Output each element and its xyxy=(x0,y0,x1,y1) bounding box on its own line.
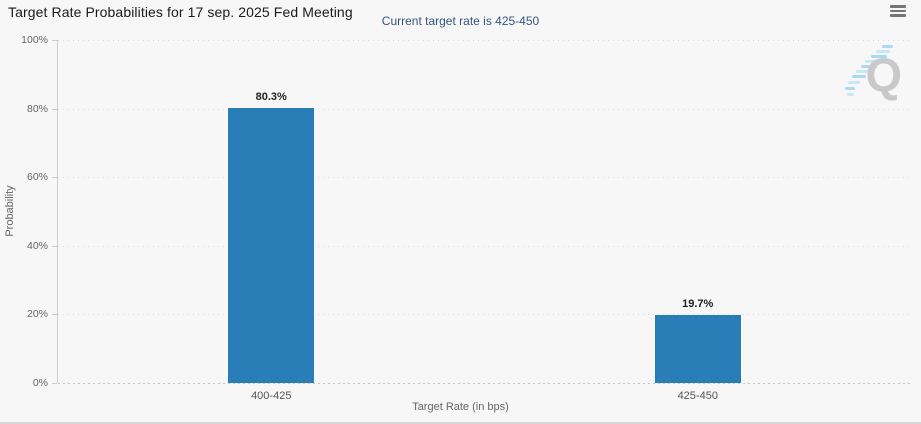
y-gridline xyxy=(58,108,911,110)
x-axis-tick-label: 400-425 xyxy=(251,390,292,402)
y-axis-tick-label: 100% xyxy=(21,34,48,46)
hamburger-icon xyxy=(890,9,906,12)
y-gridline xyxy=(58,40,911,41)
y-gridline xyxy=(58,383,911,384)
chart-subtitle: Current target rate is 425-450 xyxy=(381,14,540,28)
hamburger-icon xyxy=(890,14,906,17)
y-axis-tick xyxy=(52,383,57,384)
y-axis-title: Probability xyxy=(4,185,16,237)
hamburger-menu-button[interactable] xyxy=(890,5,906,19)
y-axis-tick-label: 0% xyxy=(32,377,48,389)
watermark-q-letter: Q xyxy=(865,48,902,101)
probability-bar[interactable] xyxy=(228,107,315,383)
probability-bar[interactable] xyxy=(654,315,741,383)
bar-value-label: 19.7% xyxy=(682,298,714,311)
bar-value-label: 80.3% xyxy=(255,90,287,103)
y-gridline xyxy=(58,177,911,179)
x-axis-tick-label: 425-450 xyxy=(677,390,718,402)
y-axis-tick-label: 80% xyxy=(26,102,48,115)
y-axis-tick-label: 40% xyxy=(26,239,48,252)
y-gridline xyxy=(58,245,911,247)
x-axis-title: Target Rate (in bps) xyxy=(412,401,509,413)
chart-title: Target Rate Probabilities for 17 sep. 20… xyxy=(8,4,353,20)
y-axis-tick xyxy=(52,40,57,41)
y-axis-tick xyxy=(52,108,57,110)
watermark-logo: Q xyxy=(845,45,903,103)
chart-plot-area: 80.3% 400-425 19.7% 425-450 xyxy=(57,40,911,402)
y-axis-tick-label: 20% xyxy=(26,308,48,321)
y-gridline xyxy=(58,314,911,316)
y-axis-tick-label: 60% xyxy=(26,171,48,184)
y-axis-tick xyxy=(52,245,57,247)
hamburger-icon xyxy=(890,5,906,8)
y-axis-tick xyxy=(52,314,57,316)
y-axis-tick xyxy=(52,177,57,179)
